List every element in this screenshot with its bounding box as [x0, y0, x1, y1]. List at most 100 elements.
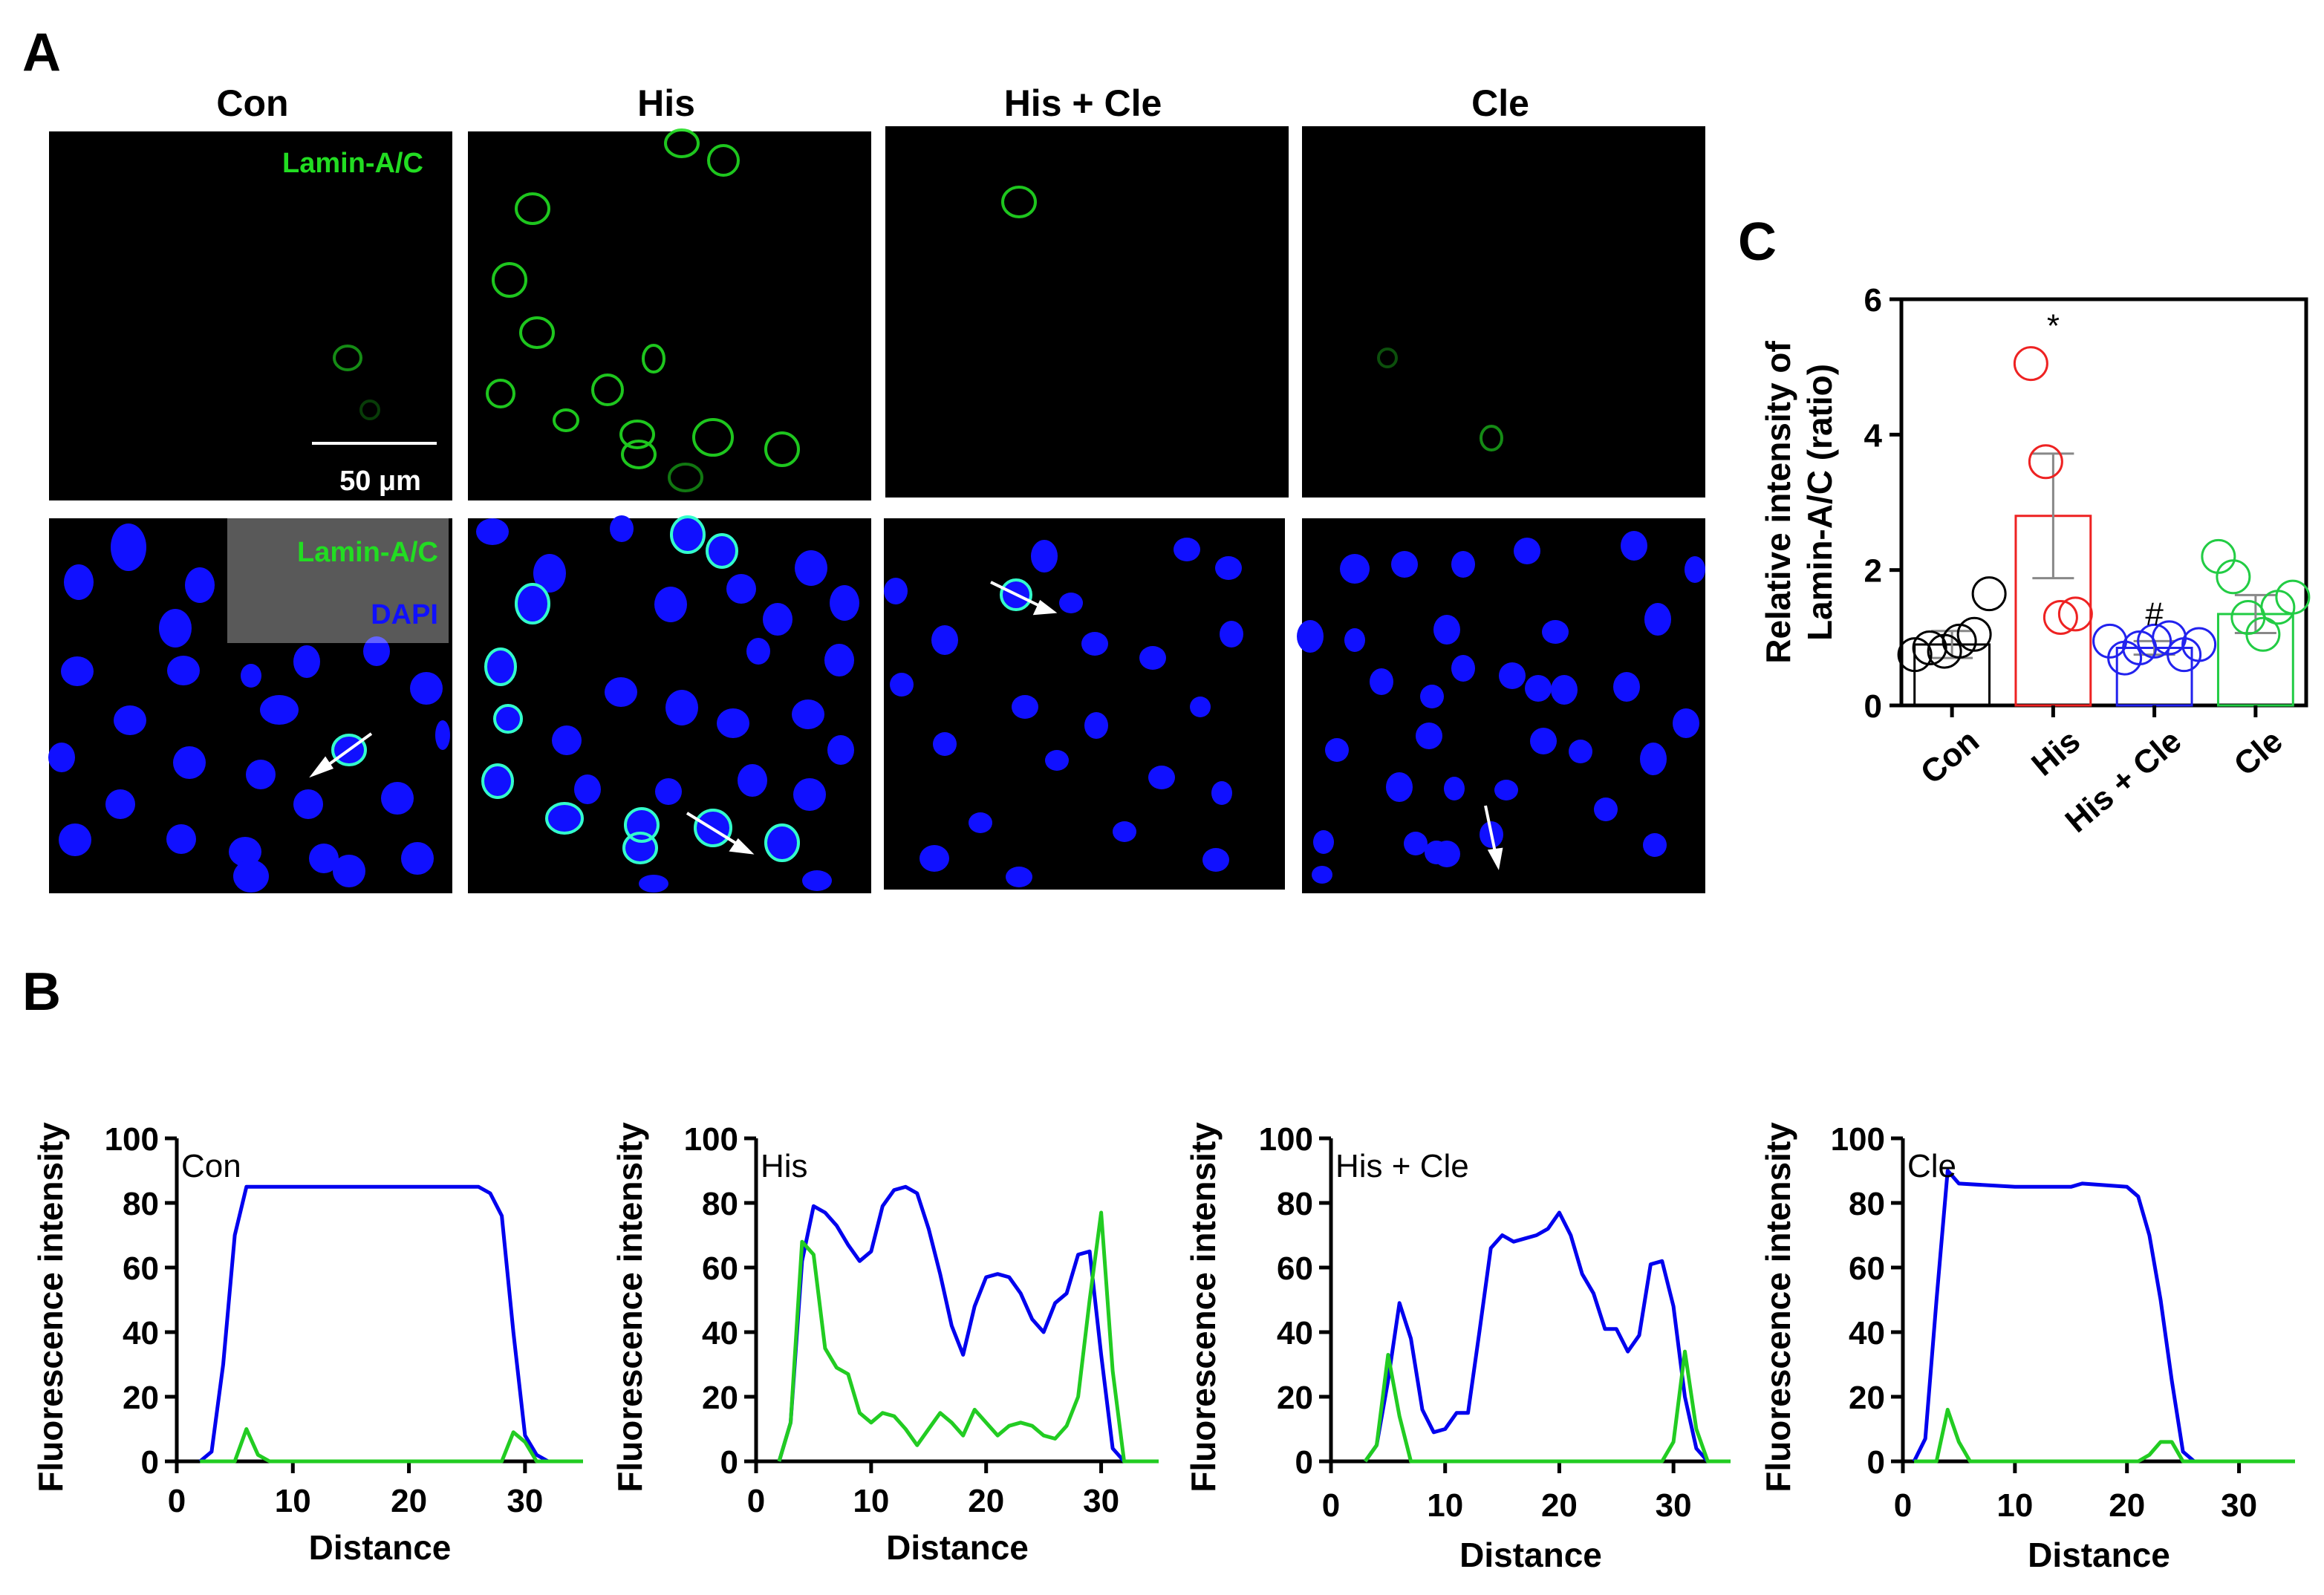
x-tick-label: 20: [391, 1483, 427, 1519]
col-title-cle: Cle: [1471, 82, 1529, 124]
y-tick-label: 20: [702, 1380, 738, 1416]
significance-marker: #: [2145, 596, 2164, 632]
data-point: [2043, 599, 2078, 635]
lamin-rims: [331, 515, 1032, 864]
x-tick-label: 30: [507, 1483, 543, 1519]
x-tick-label: 10: [853, 1483, 889, 1519]
dapi-nuclei: [48, 515, 1705, 893]
x-tick-label: 30: [1656, 1487, 1692, 1524]
y-tick-label: 80: [1277, 1186, 1313, 1222]
x-tick-label: 20: [2109, 1487, 2145, 1524]
x-tick-label: 0: [1322, 1487, 1340, 1524]
line-chart-1: 0 20 40 60 80 100 0 10 20 30 Con Distance Fluorescen…: [31, 1121, 583, 1567]
data-point: [2028, 444, 2063, 480]
chart-title: His + Cle: [1335, 1148, 1469, 1184]
series-line-0: [1912, 1169, 2295, 1464]
chart-title: Con: [181, 1148, 241, 1184]
x-tick-label: 0: [168, 1483, 186, 1519]
merge-legend-box: [227, 518, 449, 643]
panel-letter-a: A: [22, 23, 61, 82]
lamin-rings: [333, 128, 1503, 492]
y-tick-label: 20: [1277, 1380, 1313, 1416]
dapi-label-merge: DAPI: [371, 599, 438, 630]
y-tick-label: 6: [1864, 282, 1882, 319]
data-point: [1897, 637, 1933, 673]
panel-letter-b: B: [22, 962, 61, 1022]
y-tick-label: 0: [141, 1444, 159, 1481]
series-line-1: [200, 1427, 583, 1464]
y-axis-title: Fluorescence intensity: [1759, 1122, 1797, 1493]
line-chart-2: 0 20 40 60 80 100 0 10 20 30 His Distance Fluorescen…: [611, 1121, 1159, 1567]
y-tick-label: 100: [1259, 1121, 1313, 1158]
series-line-0: [777, 1184, 1159, 1464]
image-con-merge: [49, 518, 452, 893]
line-profile-arrows: [309, 581, 1503, 870]
image-his-cle-lamin: [885, 126, 1289, 498]
series-line-1: [1364, 1349, 1731, 1464]
data-point: [2013, 346, 2048, 382]
y-axis-title: Fluorescence intensity: [1184, 1122, 1223, 1493]
series-line-0: [1364, 1210, 1731, 1464]
panel-letter-c: C: [1738, 212, 1777, 272]
y-tick-label: 40: [1849, 1315, 1885, 1351]
x-tick-label: 20: [968, 1483, 1004, 1519]
data-point: [1971, 576, 2007, 612]
line-chart-4: 0 20 40 60 80 100 0 10 20 30 Cle Distance Fluorescen…: [1759, 1121, 2295, 1574]
x-tick-label: 10: [275, 1483, 311, 1519]
x-tick-label: 0: [1894, 1487, 1912, 1524]
y-tick-label: 0: [1864, 688, 1882, 725]
chart-title: Cle: [1907, 1148, 1956, 1184]
image-his-lamin: [468, 131, 871, 500]
data-point: [2260, 590, 2296, 625]
x-tick-label: 30: [1083, 1483, 1119, 1519]
x-category-label: Con: [1914, 723, 1986, 792]
line-chart-3: 0 20 40 60 80 100 0 10 20 30 His + Cle Distance Fluo…: [1184, 1121, 1731, 1574]
series-line-0: [198, 1184, 583, 1464]
series-line-1: [777, 1210, 1159, 1464]
y-axis-title: Fluorescence intensity: [31, 1122, 70, 1493]
lamin-label-top: Lamin-A/C: [282, 148, 423, 179]
col-title-his: His: [637, 82, 695, 124]
y-tick-label: 100: [1831, 1121, 1885, 1158]
y-axis-title-line: Lamin-A/C (ratio): [1800, 364, 1839, 641]
y-tick-label: 20: [123, 1380, 159, 1416]
y-tick-label: 60: [123, 1250, 159, 1287]
data-point: [2181, 627, 2217, 662]
y-axis-title: Fluorescence intensity: [611, 1122, 649, 1493]
y-tick-label: 100: [105, 1121, 159, 1158]
x-category-label: Cle: [2227, 723, 2290, 783]
x-axis-title: Distance: [1459, 1536, 1602, 1574]
series-line-1: [1914, 1407, 2295, 1464]
x-tick-label: 10: [1996, 1487, 2033, 1524]
data-point: [2275, 579, 2311, 615]
data-point: [2245, 616, 2281, 652]
x-tick-label: 10: [1427, 1487, 1463, 1524]
y-tick-label: 0: [1867, 1444, 1885, 1481]
data-point: [2216, 559, 2251, 595]
data-point: [1941, 623, 1977, 659]
y-tick-label: 80: [1849, 1186, 1885, 1222]
image-cle-merge: [1302, 518, 1705, 893]
significance-marker: *: [2047, 308, 2060, 345]
scale-bar-label: 50 μm: [339, 466, 421, 497]
data-point: [2137, 623, 2172, 659]
chart-title: His: [761, 1148, 808, 1184]
y-tick-label: 40: [702, 1315, 738, 1351]
x-tick-label: 30: [2221, 1487, 2257, 1524]
y-tick-label: 60: [702, 1250, 738, 1287]
y-tick-label: 60: [1849, 1250, 1885, 1287]
lamin-label-merge: Lamin-A/C: [297, 537, 438, 568]
y-tick-label: 2: [1864, 553, 1882, 590]
y-tick-label: 40: [1277, 1315, 1313, 1351]
x-axis-title: Distance: [2028, 1536, 2170, 1574]
y-tick-label: 0: [1295, 1444, 1313, 1481]
image-cle-lamin: [1302, 126, 1705, 498]
y-tick-label: 4: [1864, 417, 1883, 454]
y-tick-label: 40: [123, 1315, 159, 1351]
image-his-cle-merge: [884, 518, 1285, 890]
y-axis-title: Relative intensity of Lamin-A/C (ratio): [1759, 341, 1839, 664]
y-tick-label: 80: [123, 1186, 159, 1222]
